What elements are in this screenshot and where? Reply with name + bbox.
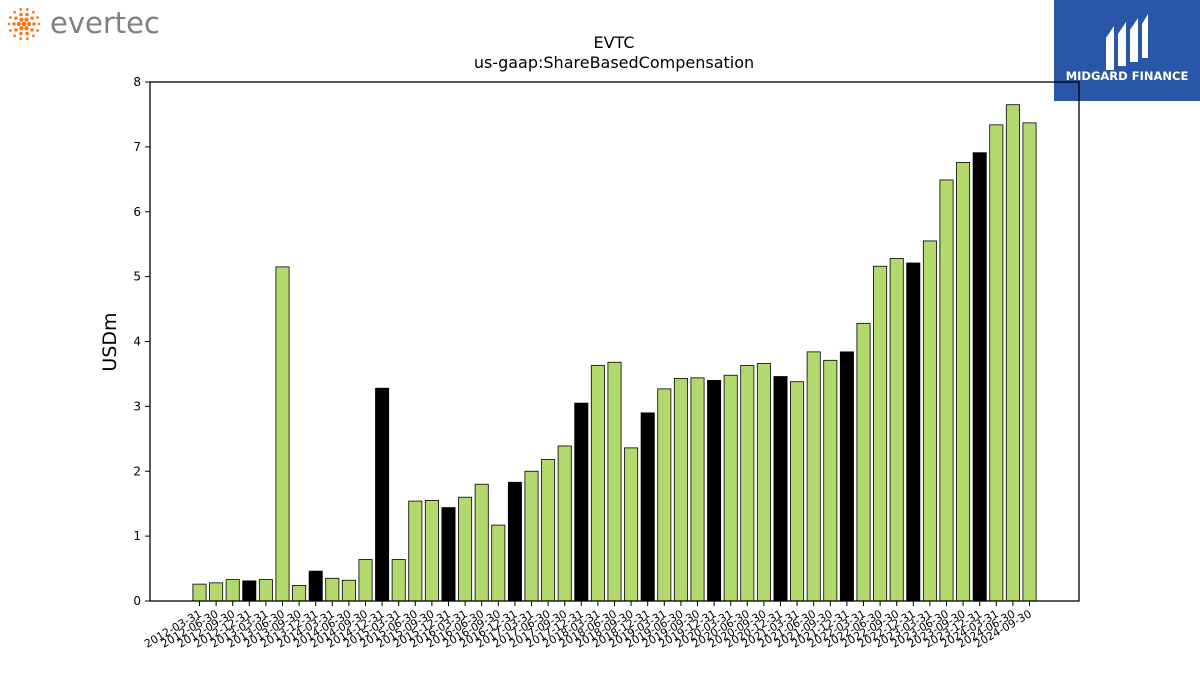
y-tick-label: 3 [133,399,141,413]
bar-2021-06-30 [806,351,821,602]
bar-2023-06-30 [939,179,954,602]
bar-2018-06-30 [607,361,622,602]
bar-2014-09-30 [358,559,373,602]
bar-2013-12-31 [308,570,323,602]
bar-2022-06-30 [873,265,888,602]
midgard-finance-logo-graphic: MIDGARD FINANCE [1066,14,1189,83]
bar-2019-03-31 [657,388,672,602]
bar-2017-03-31 [524,470,539,602]
bar-2020-06-30 [740,365,755,602]
y-tick-label: 4 [133,335,141,349]
bar-2022-12-31 [906,262,921,602]
bar-2020-12-31 [773,376,788,602]
evertec-logo: evertec [7,6,160,41]
bar-2014-12-31 [375,387,390,602]
bar-2014-06-30 [341,579,356,602]
bar-2013-06-30 [275,266,290,602]
y-tick-label: 0 [133,594,141,608]
midgard-m-icon [1106,14,1148,70]
bar-2012-03-31 [192,583,207,602]
bar-2016-09-30 [491,524,506,602]
bar-2012-12-31 [242,580,257,602]
bar-2015-09-30 [424,500,439,602]
plot-frame [149,81,1080,602]
bar-2017-12-31 [574,402,589,602]
bar-2017-06-30 [541,459,556,602]
chart-subtitle: us-gaap:ShareBasedCompensation [474,53,754,72]
bar-2016-06-30 [474,483,489,602]
bar-2020-03-31 [723,374,738,602]
bar-2024-09-30 [1022,122,1037,602]
bar-2021-12-31 [839,351,854,602]
bar-2023-03-31 [922,240,937,602]
bar-2013-09-30 [292,585,307,602]
bar-2023-09-30 [956,162,971,602]
y-tick-label: 7 [133,140,141,154]
bar-2012-09-30 [225,579,240,602]
bar-2018-12-31 [640,412,655,602]
bar-2021-09-30 [823,359,838,602]
chart-title: EVTC [593,33,634,52]
bar-2020-09-30 [756,363,771,602]
bar-2016-12-31 [507,481,522,602]
midgard-finance-logo: MIDGARD FINANCE [1054,0,1200,101]
bar-2021-03-31 [790,381,805,602]
bar-2014-03-31 [325,577,340,602]
bar-2022-09-30 [889,258,904,602]
x-axis-ticks: 2012-03-312012-06-302012-09-302012-12-31… [142,601,1034,651]
bar-2016-03-31 [458,496,473,602]
bar-2019-12-31 [707,380,722,602]
y-tick-label: 6 [133,205,141,219]
bar-2019-09-30 [690,377,705,602]
y-axis-ticks: 0 1 2 3 4 5 6 7 8 [133,75,150,608]
bar-2012-06-30 [209,582,224,602]
bar-2024-03-31 [989,124,1004,602]
y-tick-label: 8 [133,75,141,89]
evertec-dot-mark-icon [7,7,41,41]
bar-2015-06-30 [408,500,423,602]
midgard-wordmark: MIDGARD FINANCE [1066,69,1189,83]
y-axis-label: USDm [99,312,121,371]
bar-2017-09-30 [557,445,572,602]
y-tick-label: 2 [133,464,141,478]
bar-2019-06-30 [673,378,688,602]
bar-2015-12-31 [441,507,456,602]
bar-2018-09-30 [624,447,639,602]
bar-2013-03-31 [258,579,273,602]
bar-2023-12-31 [972,152,987,602]
bar-2018-03-31 [590,365,605,602]
bar-2024-06-30 [1005,104,1020,602]
evertec-wordmark: evertec [50,6,160,40]
y-tick-label: 1 [133,529,141,543]
bar-2022-03-31 [856,322,871,602]
bars-group [192,104,1037,602]
y-tick-label: 5 [133,270,141,284]
bar-2015-03-31 [391,559,406,602]
